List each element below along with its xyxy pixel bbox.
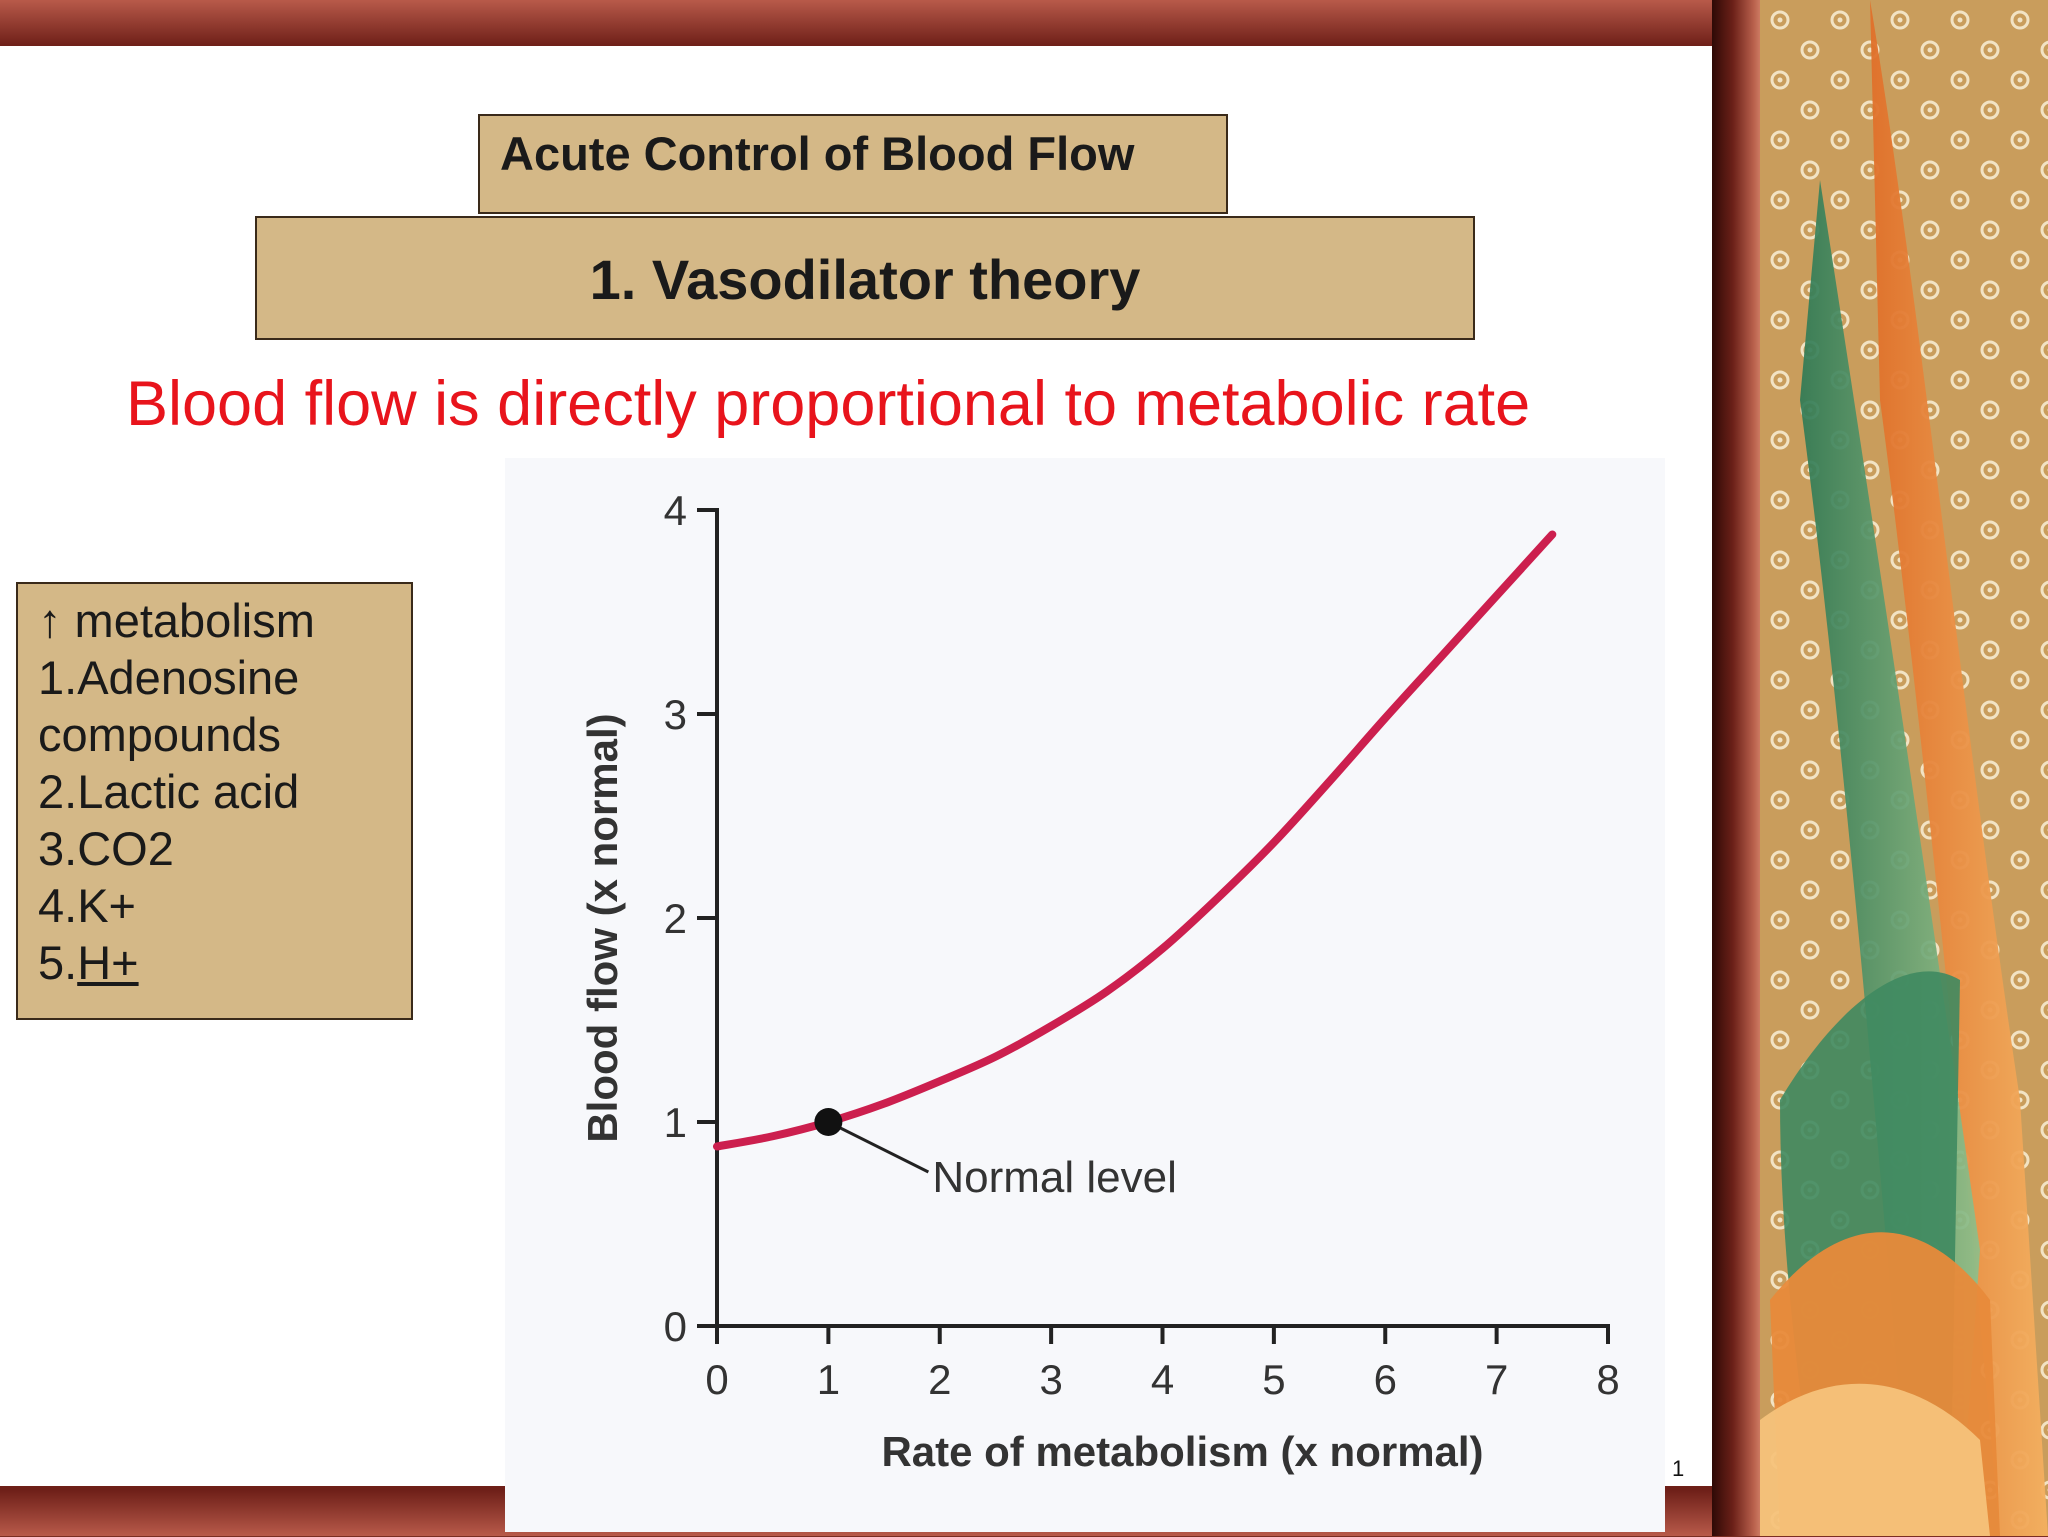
slide-title: Acute Control of Blood Flow: [500, 127, 1135, 180]
headline-text: Blood flow is directly proportional to m…: [126, 369, 1531, 439]
x-tick-label: 8: [1596, 1356, 1619, 1403]
decorative-pattern: [1760, 0, 2048, 1536]
list-item: 3.CO2: [38, 822, 174, 875]
list-item: 4.K+: [38, 879, 136, 932]
decorative-border: [1760, 0, 2048, 1536]
x-tick-label: 4: [1151, 1356, 1174, 1403]
page-number: 1: [1672, 1456, 1685, 1481]
y-tick-label: 2: [664, 895, 687, 942]
list-item: compounds: [38, 708, 281, 761]
data-curve: [713, 530, 1557, 1151]
list-item-underlined: H+: [77, 936, 139, 989]
slide-canvas: Acute Control of Blood Flow 1. Vasodilat…: [0, 46, 1712, 1532]
y-tick-label: 0: [664, 1303, 687, 1350]
x-tick-label: 3: [1039, 1356, 1062, 1403]
x-tick-label: 6: [1374, 1356, 1397, 1403]
slide-subtitle: 1. Vasodilator theory: [589, 248, 1141, 311]
list-item: 1.Adenosine: [38, 651, 300, 704]
x-tick-label: 0: [705, 1356, 728, 1403]
list-item-prefix: 5.: [38, 936, 78, 989]
chart-layer: 0 1 2 3 4 5 6 7 8 0 1 2 3 4 Rate of metabolism (x norm…: [579, 487, 1620, 1475]
blood-flow-chart: 0 1 2 3 4 5 6 7 8 0 1 2 3 4 Rate of metabolism (x norm…: [579, 487, 1620, 1475]
title-box: Acute Control of Blood Flow: [478, 114, 1228, 214]
subtitle-box: 1. Vasodilator theory: [255, 216, 1475, 340]
normal-level-point: [814, 1108, 843, 1136]
list-item: 2.Lactic acid: [38, 765, 300, 818]
annotation-leader-line: [827, 1120, 930, 1174]
list-item: 5.H+: [38, 934, 411, 991]
frame-right-edge: [1712, 0, 1764, 1536]
chart-figure: 0 1 2 3 4 5 6 7 8 0 1 2 3 4 Rate of metabolism (x norm…: [505, 458, 1665, 1532]
y-tick-label: 3: [664, 691, 687, 738]
y-tick-label: 1: [664, 1099, 687, 1146]
y-tick-label: 4: [664, 487, 687, 534]
x-tick-label: 7: [1485, 1356, 1508, 1403]
annotation-label: Normal level: [932, 1153, 1177, 1202]
x-tick-label: 5: [1262, 1356, 1285, 1403]
x-axis-title: Rate of metabolism (x normal): [881, 1428, 1483, 1475]
y-axis-title: Blood flow (x normal): [579, 713, 626, 1142]
metabolite-list-box: ↑ metabolism 1.Adenosine compounds 2.Lac…: [16, 582, 413, 1020]
list-item: ↑ metabolism: [38, 594, 315, 647]
x-tick-label: 2: [928, 1356, 951, 1403]
x-tick-label: 1: [817, 1356, 840, 1403]
